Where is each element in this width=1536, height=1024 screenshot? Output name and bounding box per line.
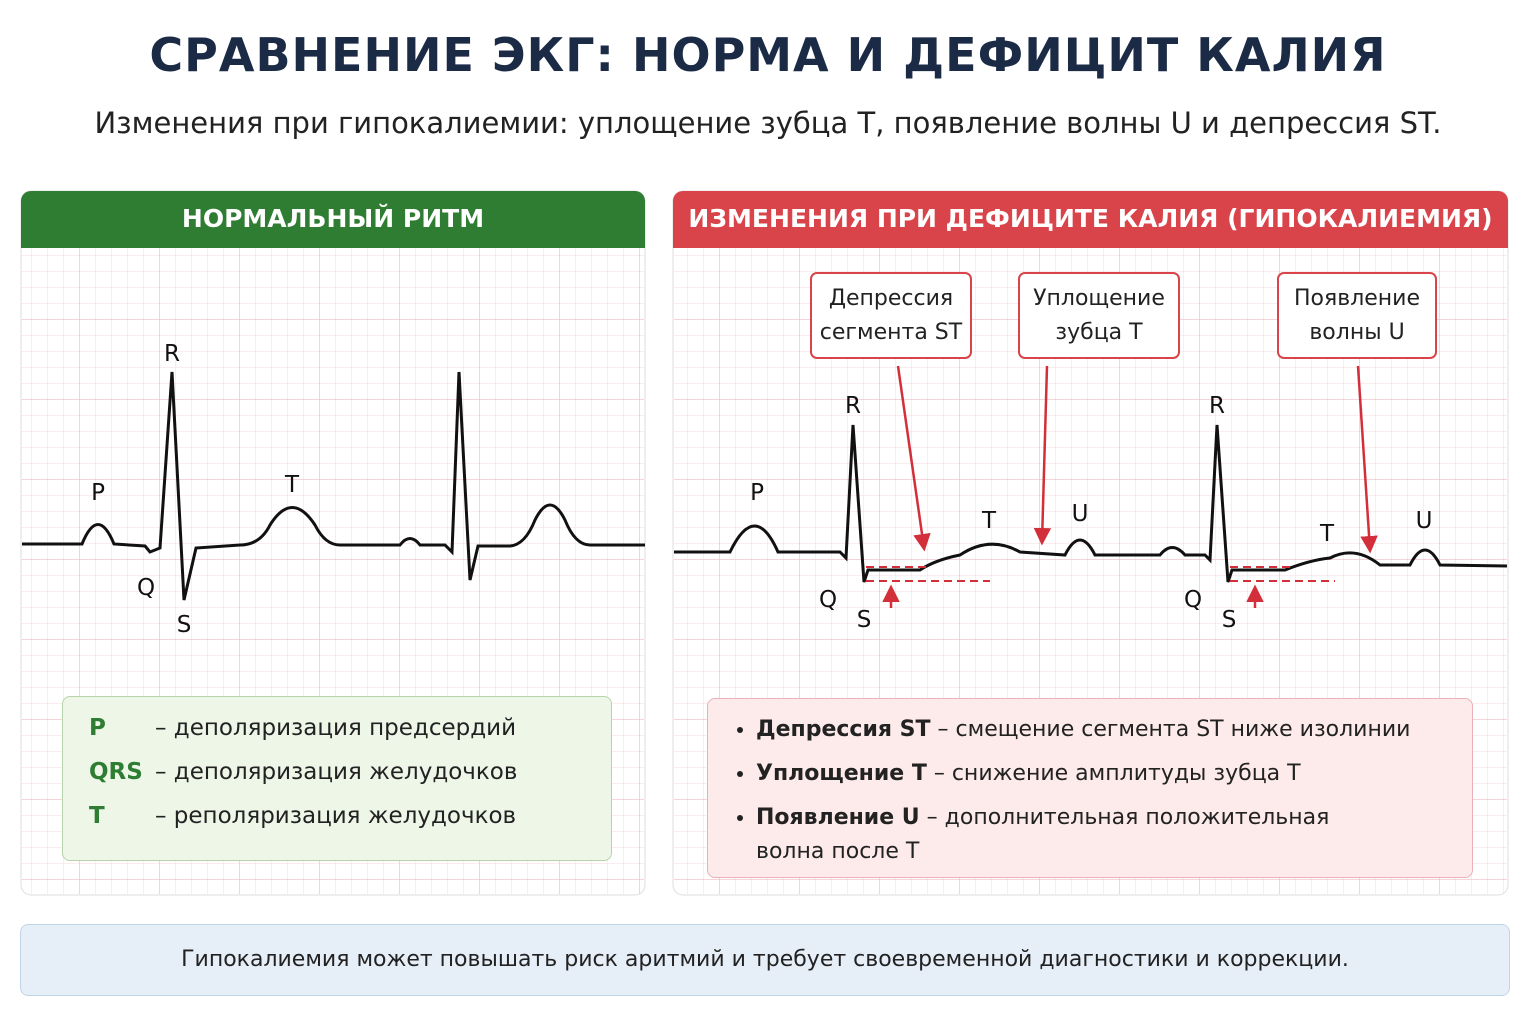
subtitle: Изменения при гипокалиемии: уплощение зу… (94, 106, 1442, 140)
arrows (882, 365, 1378, 608)
title: СРАВНЕНИЕ ЭКГ: НОРМА И ДЕФИЦИТ КАЛИЯ (149, 28, 1387, 82)
bullet-text: – дополнительная положительная волна пос… (756, 805, 1330, 864)
panel-header (21, 191, 645, 248)
legend-row: T – реполяризация желудочков (89, 803, 516, 829)
legend-text: – реполяризация желудочков (155, 803, 517, 829)
bullet: Появление U – дополнительная положительн… (756, 801, 1356, 869)
legend-term: QRS (89, 759, 143, 785)
panel-header (673, 191, 1508, 248)
legend-row: QRS – деполяризация желудочков (89, 759, 517, 785)
legend-row: P – деполяризация предсердий (89, 715, 516, 741)
callout-boxes (810, 272, 1437, 359)
bullet-text: – смещение сегмента ST ниже изолинии (937, 717, 1411, 742)
legend-text: – деполяризация желудочков (155, 759, 518, 785)
callout-line: зубца T (1055, 320, 1143, 345)
bullet-term: Уплощение T (756, 761, 927, 786)
bullet-term: Появление U (756, 805, 920, 830)
bullet-text: – снижение амплитуды зубца T (933, 761, 1301, 786)
callout-line: Уплощение (1033, 286, 1165, 311)
footer-note: Гипокалиемия может повышать риск аритмий… (20, 924, 1510, 996)
wave-label: S (857, 607, 872, 633)
wave-label: U (1416, 508, 1433, 534)
callout-line: волны U (1309, 320, 1405, 345)
wave-label: S (177, 612, 192, 638)
wave-label: T (1319, 521, 1335, 547)
wave-label: R (164, 341, 180, 367)
ecg-trace (22, 371, 645, 601)
wave-label: Q (1184, 587, 1202, 613)
legend: P – деполяризация предсердий QRS – деполяр… (62, 696, 612, 861)
legend-text: – деполяризация предсердий (155, 715, 517, 741)
panel-title: НОРМАЛЬНЫЙ РИТМ (181, 204, 485, 233)
wave-label: U (1072, 501, 1089, 527)
panel-title: ИЗМЕНЕНИЯ ПРИ ДЕФИЦИТЕ КАЛИЯ (ГИПОКАЛИЕМ… (688, 204, 1493, 233)
callout: Депрессия сегмента ST (811, 282, 971, 350)
callout: Уплощение зубца T (1019, 282, 1179, 350)
bullet: Депрессия ST – смещение сегмента ST ниже… (756, 713, 1472, 747)
legend-term: P (89, 715, 106, 741)
wave-label: T (284, 472, 300, 498)
wave-label: P (750, 480, 764, 506)
callout-line: сегмента ST (819, 320, 963, 345)
st-guides (866, 566, 1335, 582)
wave-label: Q (137, 575, 155, 601)
callout-line: Депрессия (828, 286, 954, 311)
bullet: Уплощение T – снижение амплитуды зубца T (756, 757, 1472, 791)
ecg-trace (674, 424, 1508, 583)
wave-label: S (1222, 607, 1237, 633)
wave-label: T (981, 508, 997, 534)
bullet-term: Депрессия ST (756, 717, 931, 742)
wave-label: Q (819, 587, 837, 613)
legend-term: T (89, 803, 105, 829)
wave-label: R (845, 393, 861, 419)
wave-label: P (91, 480, 105, 506)
bullet-box: Депрессия ST – смещение сегмента ST ниже… (707, 698, 1473, 878)
callout-line: Появление (1293, 286, 1421, 311)
wave-label: R (1209, 393, 1225, 419)
callout: Появление волны U (1278, 282, 1436, 350)
